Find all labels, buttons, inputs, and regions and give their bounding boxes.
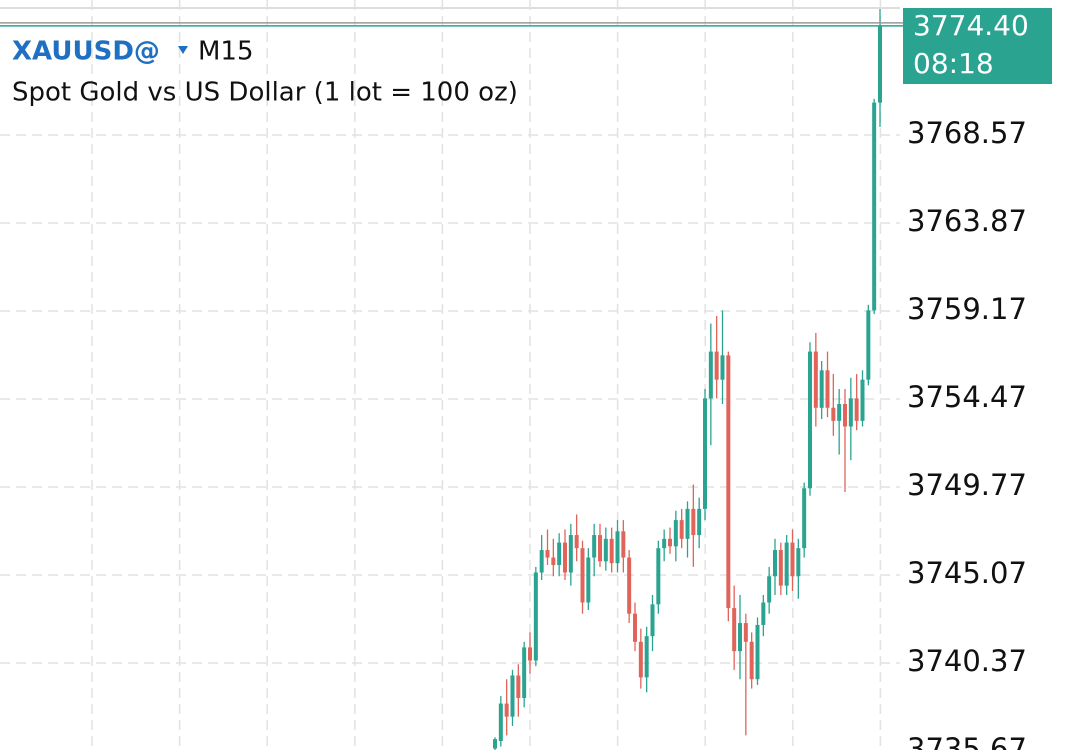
last-price-label: 3774.40 <box>913 9 1029 42</box>
candle-body <box>708 351 713 399</box>
candle-body <box>522 647 527 698</box>
candle-body <box>685 508 690 539</box>
candle-body <box>714 351 719 380</box>
candle-body <box>860 379 865 421</box>
candle-body <box>673 520 678 547</box>
candle-body <box>819 370 824 408</box>
candle-body <box>679 520 684 539</box>
candle-body <box>703 398 707 509</box>
timeframe[interactable]: M15 <box>198 37 254 67</box>
candle-body <box>843 404 847 427</box>
candle-body <box>598 535 602 562</box>
symbol[interactable]: XAUUSD@ <box>12 37 160 67</box>
y-tick-label: 3754.47 <box>907 380 1027 414</box>
candle-body <box>738 623 742 652</box>
y-tick-label: 3759.17 <box>907 292 1027 326</box>
candle-body <box>621 531 626 558</box>
candle-body <box>755 624 760 680</box>
candle-body <box>563 542 567 573</box>
candle-body <box>528 647 532 661</box>
candle-body <box>539 550 544 573</box>
candle-body <box>603 538 608 562</box>
y-tick-label: 3735.67 <box>907 732 1027 750</box>
candle-body <box>802 488 807 549</box>
candle-body <box>650 604 655 637</box>
y-tick-label: 3763.87 <box>907 204 1027 238</box>
price-axis: 3735.67 3740.37 3745.07 3749.77 3754.47 3759.… <box>0 8 1052 750</box>
candles <box>493 8 882 750</box>
symbol-dropdown[interactable] <box>178 46 188 54</box>
candle-body <box>697 508 702 536</box>
candle-body <box>493 739 497 749</box>
candle-body <box>761 602 766 625</box>
candle-body <box>790 542 795 577</box>
candle-body <box>878 25 882 103</box>
candle-body <box>615 531 620 564</box>
candle-body <box>627 557 632 614</box>
candle-body <box>586 557 591 603</box>
y-tick-label: 3749.77 <box>907 468 1027 502</box>
candle-body <box>533 572 538 661</box>
y-tick-label: 3768.57 <box>907 116 1027 150</box>
candle-body <box>510 675 515 717</box>
candle-body <box>691 508 696 536</box>
candle-body <box>808 351 812 489</box>
candle-body <box>668 538 672 547</box>
candle-body <box>854 398 859 421</box>
candle-body <box>656 548 661 605</box>
candle-body <box>726 355 731 609</box>
candle-body <box>778 550 783 586</box>
candle-body <box>662 538 667 549</box>
y-tick-label: 3745.07 <box>907 556 1027 590</box>
grid <box>0 0 900 750</box>
candle-body <box>813 351 818 408</box>
candle-body <box>498 703 503 742</box>
candle-body <box>551 557 556 566</box>
candle-body <box>743 623 748 642</box>
candle-body <box>516 675 521 698</box>
last-price-box <box>903 8 1052 84</box>
candle-body <box>732 608 737 652</box>
candle-body <box>574 535 579 549</box>
candle-body <box>796 548 801 577</box>
candle-body <box>749 641 754 680</box>
candle-body <box>504 703 509 717</box>
candle-body <box>784 542 789 586</box>
candle-body <box>773 550 777 577</box>
candle-body <box>848 398 853 427</box>
y-tick-label: 3740.37 <box>907 644 1027 678</box>
candle-body <box>872 102 877 311</box>
candle-body <box>638 641 643 678</box>
candle-body <box>767 576 772 603</box>
last-time-label: 08:18 <box>913 47 994 80</box>
candle-body <box>720 355 725 380</box>
candle-body <box>568 535 573 573</box>
candle-body <box>545 550 550 558</box>
candle-body <box>609 538 614 564</box>
description: Spot Gold vs US Dollar (1 lot = 100 oz) <box>12 78 518 108</box>
candle-body <box>866 310 871 380</box>
candle-body <box>557 542 562 566</box>
candle-body <box>592 535 597 558</box>
candle-body <box>633 613 637 642</box>
candle-body <box>825 370 830 408</box>
candle-body <box>644 636 649 678</box>
candle-body <box>831 407 836 421</box>
candle-body <box>837 404 842 421</box>
candle-body <box>580 548 585 603</box>
